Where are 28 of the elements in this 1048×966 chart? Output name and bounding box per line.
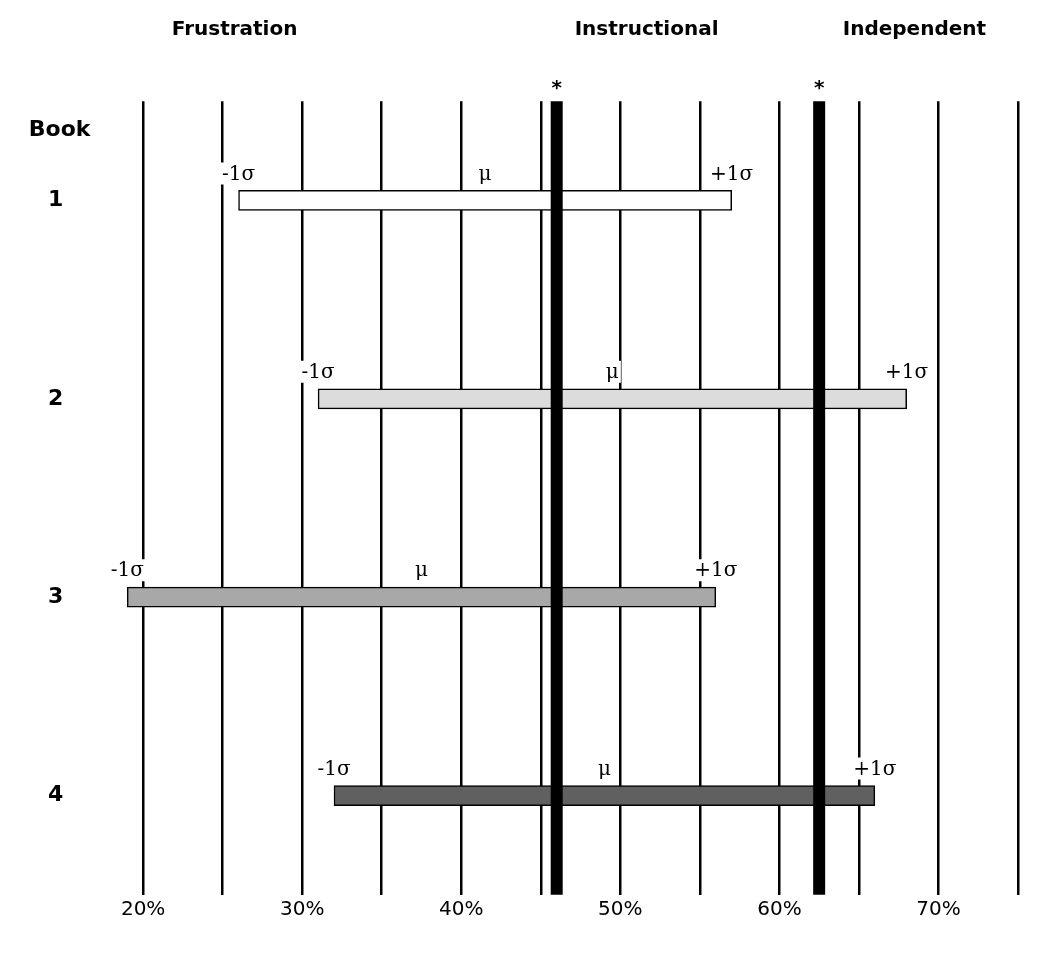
- x-tick-label: 70%: [916, 896, 961, 920]
- x-tick-label: 60%: [757, 896, 802, 920]
- y-tick-label: 4: [48, 781, 64, 807]
- y-tick-label: 1: [48, 186, 64, 212]
- annotation: μ: [597, 755, 611, 780]
- x-tick-label: 50%: [598, 896, 643, 920]
- annotation: +1σ: [694, 557, 738, 582]
- annotation: +1σ: [885, 359, 929, 383]
- annotation: μ: [605, 359, 619, 383]
- annotation: μ: [478, 160, 492, 185]
- x-tick-label: 40%: [439, 896, 484, 920]
- y-axis-title: Book: [28, 115, 92, 141]
- x-tick-label: 30%: [279, 896, 325, 920]
- y-tick-label: 3: [48, 582, 64, 608]
- annotation: -1σ: [110, 557, 145, 582]
- text: Independent: [842, 16, 987, 40]
- text: Frustration: [171, 16, 298, 40]
- annotation: μ: [414, 557, 428, 582]
- ref-line-label: *: [813, 75, 825, 100]
- annotation: -1σ: [221, 160, 256, 185]
- text: Instructional: [574, 16, 719, 40]
- y-tick-label: 2: [48, 384, 64, 410]
- ref-line-label: *: [551, 75, 563, 100]
- annotation: -1σ: [317, 755, 351, 780]
- annotation: -1σ: [301, 359, 336, 383]
- annotation: +1σ: [710, 160, 754, 185]
- x-tick-label: 20%: [120, 896, 166, 920]
- annotation: +1σ: [853, 755, 897, 780]
